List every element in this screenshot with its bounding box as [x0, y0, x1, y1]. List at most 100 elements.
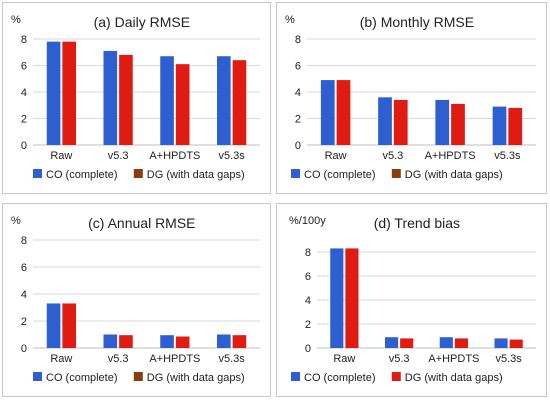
bar-dg-with-data-gaps-v5-3 — [393, 99, 408, 145]
x-tick-label: v5.3s — [494, 150, 521, 162]
bar-dg-with-data-gaps-raw — [336, 80, 351, 145]
x-tick-label: Raw — [50, 353, 72, 365]
chart-title: (d) Trend bias — [374, 215, 460, 231]
chart-svg: (a) Daily RMSE% 0 2 4 6 8 Raw v5.3 A+HPDTS v5.3s C… — [11, 14, 260, 181]
legend-swatch-co-complete — [291, 372, 300, 381]
bar-dg-with-data-gaps-a-hpdts — [454, 338, 469, 348]
legend-label-dg-with-data-gaps: DG (with data gaps) — [405, 169, 503, 181]
y-tick-label: 8 — [295, 34, 301, 46]
legend-swatch-dg-with-data-gaps — [133, 372, 143, 381]
chart-svg: (b) Monthly RMSE% 0 2 4 6 8 Raw v5.3 A+HPDTS v5.3… — [285, 14, 536, 181]
y-unit-label: % — [11, 215, 21, 227]
x-tick-label: A+HPDTS — [149, 150, 200, 162]
legend-swatch-dg-with-data-gaps — [391, 372, 401, 381]
chart-panel-daily-rmse: (a) Daily RMSE% 0 2 4 6 8 Raw v5.3 A+HPDTS v5.3s C… — [2, 2, 271, 194]
bar-dg-with-data-gaps-v5-3s — [232, 335, 247, 348]
y-unit-label: % — [285, 14, 295, 26]
bar-co-complete-v5-3 — [103, 334, 118, 348]
bar-co-complete-raw — [330, 248, 344, 348]
legend-label-dg-with-data-gaps: DG (with data gaps) — [405, 372, 503, 384]
x-tick-label: v5.3 — [108, 150, 129, 162]
y-tick-label: 2 — [305, 319, 311, 331]
y-tick-label: 8 — [305, 247, 311, 259]
bar-co-complete-raw — [46, 303, 61, 348]
bar-co-complete-a-hpdts — [435, 99, 450, 145]
bar-dg-with-data-gaps-v5-3 — [119, 335, 133, 348]
x-tick-label: Raw — [325, 150, 347, 162]
legend-swatch-dg-with-data-gaps — [133, 169, 143, 178]
bar-co-complete-v5-3s — [492, 106, 507, 145]
bar-dg-with-data-gaps-v5-3 — [119, 54, 133, 145]
y-unit-label: %/100y — [289, 215, 326, 227]
x-tick-label: v5.3 — [382, 150, 403, 162]
y-tick-label: 8 — [21, 34, 27, 46]
x-tick-label: A+HPDTS — [425, 150, 476, 162]
bar-co-complete-v5-3 — [384, 337, 399, 348]
bar-co-complete-raw — [320, 80, 335, 145]
chart-panel-trend-bias: (d) Trend bias %/100y 0 2 4 6 8 Raw v5.3 A+HPDTS v… — [276, 203, 547, 397]
y-tick-label: 6 — [295, 61, 301, 73]
bar-dg-with-data-gaps-v5-3s — [509, 339, 523, 348]
legend-label-dg-with-data-gaps: DG (with data gaps) — [147, 169, 245, 181]
chart-svg: (d) Trend bias %/100y 0 2 4 6 8 Raw v5.3 A+HPDTS v… — [289, 215, 536, 384]
y-tick-label: 2 — [21, 114, 27, 126]
chart-panel-annual-rmse: (c) Annual RMSE% 0 2 4 6 8 Raw v5.3 A+HPDTS v5.3s… — [2, 203, 271, 397]
y-tick-label: 6 — [21, 61, 27, 73]
bar-co-complete-v5-3 — [103, 50, 118, 145]
x-tick-label: Raw — [333, 353, 355, 365]
x-tick-label: v5.3 — [108, 353, 129, 365]
y-tick-label: 6 — [305, 271, 311, 283]
legend-label-co-complete: CO (complete) — [304, 372, 376, 384]
chart-title: (c) Annual RMSE — [88, 215, 195, 231]
legend-label-co-complete: CO (complete) — [304, 169, 376, 181]
y-tick-label: 4 — [21, 289, 27, 301]
bar-dg-with-data-gaps-raw — [62, 303, 76, 348]
bar-dg-with-data-gaps-raw — [345, 248, 359, 348]
bar-co-complete-raw — [46, 41, 61, 145]
x-tick-label: Raw — [50, 150, 72, 162]
legend-swatch-co-complete — [291, 169, 300, 178]
bar-dg-with-data-gaps-v5-3s — [508, 107, 523, 145]
bar-dg-with-data-gaps-v5-3s — [232, 60, 247, 146]
y-tick-label: 4 — [305, 295, 311, 307]
x-tick-label: A+HPDTS — [149, 353, 200, 365]
bar-co-complete-v5-3s — [217, 56, 231, 145]
legend-label-co-complete: CO (complete) — [46, 169, 118, 181]
bar-co-complete-a-hpdts — [160, 56, 174, 145]
y-tick-label: 2 — [21, 316, 27, 328]
chart-svg: (c) Annual RMSE% 0 2 4 6 8 Raw v5.3 A+HPDTS v5.3s… — [11, 215, 260, 384]
bar-dg-with-data-gaps-a-hpdts — [175, 336, 190, 348]
y-tick-label: 0 — [305, 343, 311, 355]
bar-co-complete-v5-3s — [217, 334, 231, 348]
chart-title: (b) Monthly RMSE — [360, 14, 474, 30]
y-tick-label: 6 — [21, 262, 27, 274]
legend-swatch-co-complete — [33, 372, 42, 381]
y-tick-label: 2 — [295, 114, 301, 126]
legend-swatch-co-complete — [33, 169, 42, 178]
y-tick-label: 0 — [21, 343, 27, 355]
bar-dg-with-data-gaps-raw — [62, 41, 76, 145]
bar-co-complete-v5-3 — [378, 97, 392, 145]
legend-label-co-complete: CO (complete) — [46, 372, 118, 384]
legend-label-dg-with-data-gaps: DG (with data gaps) — [147, 372, 245, 384]
x-tick-label: v5.3 — [389, 353, 410, 365]
x-tick-label: v5.3s — [218, 150, 245, 162]
chart-panel-monthly-rmse: (b) Monthly RMSE% 0 2 4 6 8 Raw v5.3 A+HPDTS v5.3… — [276, 2, 547, 194]
x-tick-label: v5.3s — [218, 353, 245, 365]
y-tick-label: 8 — [21, 235, 27, 247]
y-unit-label: % — [11, 14, 21, 26]
y-tick-label: 0 — [21, 140, 27, 152]
x-tick-label: A+HPDTS — [428, 353, 479, 365]
bar-dg-with-data-gaps-a-hpdts — [175, 64, 190, 145]
bar-co-complete-v5-3s — [494, 338, 508, 348]
bar-co-complete-a-hpdts — [439, 337, 453, 348]
chart-title: (a) Daily RMSE — [94, 14, 190, 30]
y-tick-label: 4 — [21, 87, 27, 99]
x-tick-label: v5.3s — [495, 353, 522, 365]
legend-swatch-dg-with-data-gaps — [391, 169, 401, 178]
bar-dg-with-data-gaps-a-hpdts — [451, 103, 465, 145]
y-tick-label: 0 — [295, 140, 301, 152]
bar-co-complete-a-hpdts — [160, 335, 174, 348]
y-tick-label: 4 — [295, 87, 301, 99]
bar-dg-with-data-gaps-v5-3 — [400, 338, 414, 348]
